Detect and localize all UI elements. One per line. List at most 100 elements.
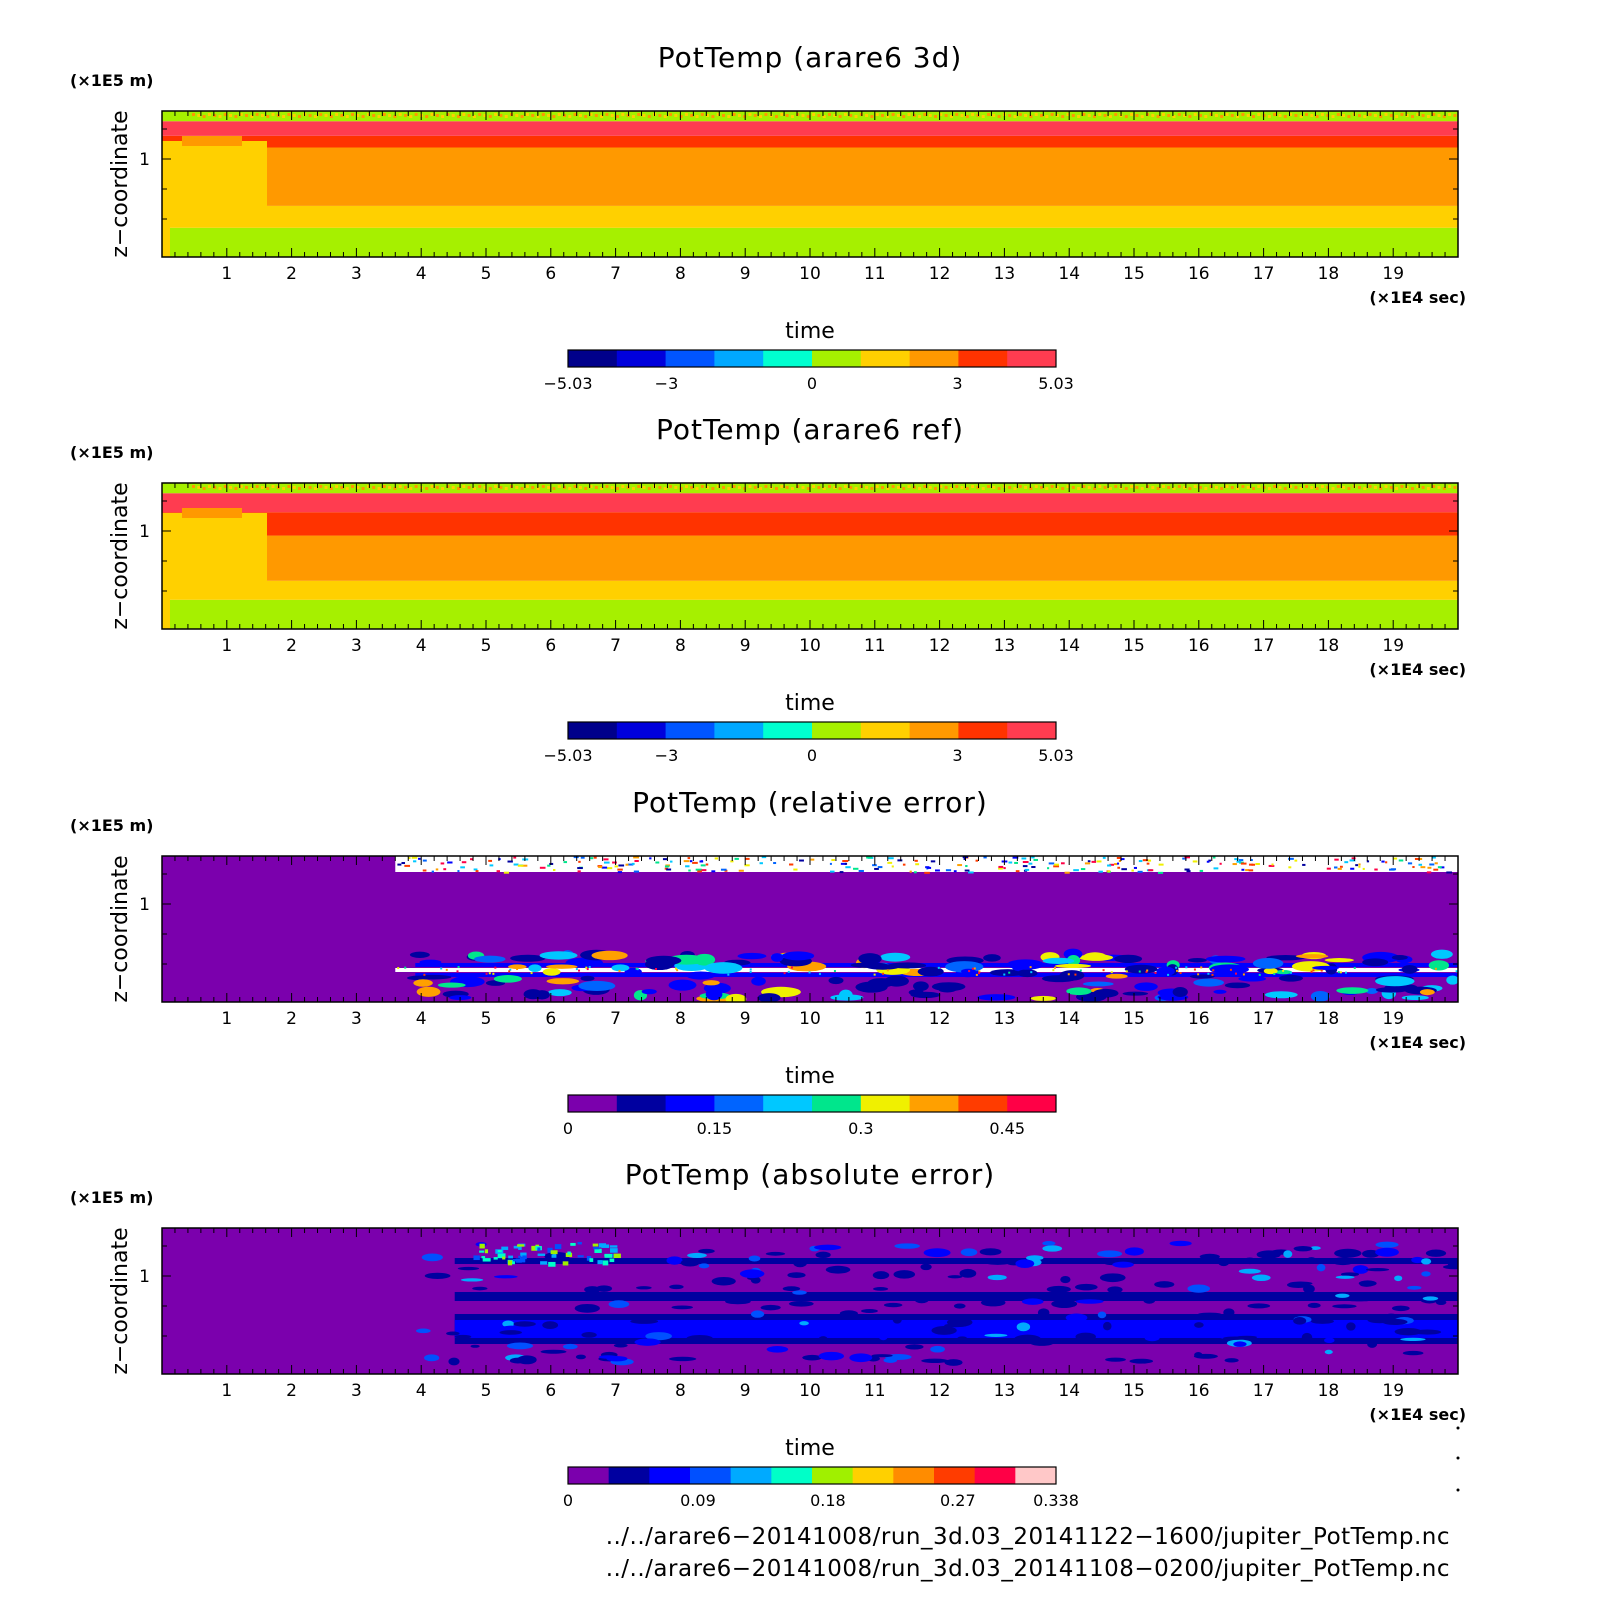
ripple-mark	[425, 115, 429, 118]
error-blob	[1428, 960, 1450, 971]
x-tick-label: 11	[864, 1009, 886, 1029]
ripple-mark	[197, 114, 201, 117]
ripple-mark	[1204, 487, 1208, 490]
error-hotspot	[497, 1250, 502, 1253]
ripple-mark	[700, 113, 704, 116]
error-blob	[868, 1293, 877, 1301]
ripple-mark	[404, 114, 407, 117]
error-blob	[1015, 1259, 1035, 1269]
error-blob	[913, 981, 929, 991]
error-hotspot	[540, 1261, 548, 1265]
x-tick-label: 4	[416, 1381, 427, 1401]
ripple-mark	[1177, 485, 1181, 488]
ripple-mark	[1416, 113, 1420, 116]
ripple-mark	[250, 487, 254, 490]
ripple-mark	[775, 487, 778, 490]
noise-mark	[1120, 858, 1125, 861]
ripple-mark	[891, 485, 895, 488]
noise-mark	[935, 869, 940, 872]
x-tick-label: 4	[416, 1009, 427, 1029]
noise-mark	[1053, 865, 1060, 868]
noise-mark	[968, 970, 971, 973]
noise-mark	[1137, 870, 1143, 873]
ripple-mark	[727, 487, 731, 490]
ripple-mark	[351, 485, 354, 488]
ripple-mark	[621, 485, 625, 488]
chart-title: PotTemp (relative error)	[632, 786, 988, 819]
noise-mark	[1008, 971, 1011, 974]
x-tick-label: 19	[1382, 1009, 1404, 1029]
ripple-mark	[1294, 486, 1298, 489]
ripple-mark	[1336, 113, 1340, 116]
ripple-mark	[351, 113, 354, 116]
noise-mark	[1012, 856, 1019, 859]
error-blob	[921, 1358, 949, 1364]
noise-mark	[404, 966, 407, 969]
y-axis-label: z−coordinate	[108, 110, 133, 257]
ripple-mark	[478, 485, 482, 488]
ripple-mark	[308, 486, 312, 489]
error-hotspot	[604, 1253, 613, 1258]
ripple-mark	[1389, 114, 1393, 117]
error-blob	[686, 1335, 713, 1342]
error-blob	[979, 1248, 1002, 1256]
ripple-mark	[674, 114, 678, 117]
ripple-mark	[1040, 114, 1043, 117]
error-blob	[636, 1286, 652, 1290]
y-tick-label: 1	[139, 1267, 150, 1287]
error-blob	[1421, 1258, 1432, 1265]
noise-mark	[1138, 970, 1141, 973]
noise-mark	[1109, 863, 1115, 866]
noise-mark	[1117, 862, 1120, 865]
error-blob	[1336, 987, 1369, 994]
ripple-mark	[1257, 485, 1261, 488]
error-blob	[839, 1310, 858, 1317]
ripple-mark	[907, 485, 911, 488]
ripple-mark	[1024, 486, 1028, 489]
ripple-mark	[1167, 486, 1171, 489]
ripple-mark	[934, 487, 937, 490]
ripple-mark	[1050, 113, 1054, 116]
error-blob	[704, 962, 743, 974]
ripple-mark	[483, 114, 487, 117]
ripple-mark	[886, 487, 890, 490]
x-tick-label: 13	[994, 636, 1016, 656]
ripple-mark	[1193, 113, 1197, 116]
noise-mark	[408, 857, 411, 860]
noise-mark	[1179, 972, 1182, 975]
noise-mark	[1125, 970, 1128, 973]
noise-mark	[423, 973, 426, 976]
x-tick-label: 14	[1058, 636, 1080, 656]
colorbar-tick-label: 0.18	[810, 1491, 846, 1510]
ripple-mark	[1405, 114, 1409, 117]
ripple-mark	[616, 115, 619, 118]
ripple-mark	[1437, 114, 1441, 117]
error-hotspot	[609, 1245, 618, 1248]
error-blob	[510, 954, 546, 962]
file-path-2: ../../arare6−20141008/run_3d.03_20141108…	[605, 1556, 1450, 1582]
error-blob	[1385, 1313, 1398, 1318]
error-blob	[421, 1253, 443, 1262]
colorbar-tick-label: 0.3	[848, 1119, 873, 1138]
x-tick-label: 2	[286, 1009, 297, 1029]
noise-mark	[700, 864, 706, 867]
ripple-mark	[631, 487, 635, 490]
error-blob	[457, 1266, 480, 1271]
y-tick-label: 1	[139, 895, 150, 915]
ripple-mark	[1432, 485, 1436, 488]
error-blob	[1122, 991, 1149, 996]
noise-mark	[573, 856, 579, 859]
error-blob	[1042, 957, 1075, 965]
ripple-mark	[992, 486, 996, 489]
noise-mark	[773, 862, 777, 865]
error-blob	[1447, 1262, 1458, 1269]
error-blob	[1312, 965, 1340, 970]
ripple-mark	[806, 115, 810, 118]
ripple-mark	[939, 485, 943, 488]
noise-mark	[1060, 862, 1065, 865]
noise-mark	[953, 870, 957, 873]
error-blob	[470, 1344, 480, 1348]
noise-mark	[1184, 856, 1190, 859]
ripple-mark	[1199, 114, 1202, 117]
